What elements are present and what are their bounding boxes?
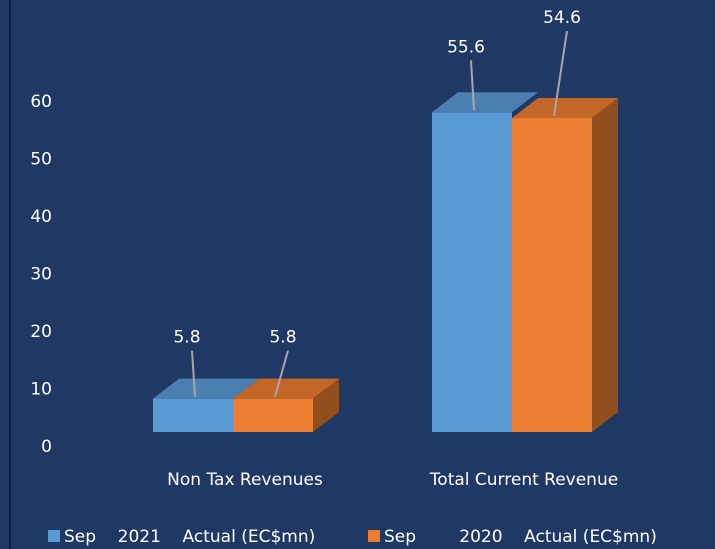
leader-line [274,350,289,397]
category-labels: Non Tax Revenues Total Current Revenue [167,470,618,490]
legend-label: Sep 2021 Actual (EC$mn) [64,527,315,547]
bar-front [432,112,512,433]
leader-line [470,60,475,111]
bar-front [233,398,313,432]
bar-front [512,118,592,433]
data-label: 54.6 [543,8,581,28]
bar-1-0 [432,92,538,433]
data-label: 55.6 [447,37,485,57]
bar-top [153,378,259,399]
legend-swatch [48,530,60,542]
bar-top [512,98,618,119]
y-tick-label: 50 [30,150,52,170]
legend-item-1: Sep 2020 Actual (EC$mn) [368,527,657,547]
bar-front [153,398,233,432]
y-axis: 0 10 20 30 40 50 60 [30,92,52,457]
bars [153,92,618,433]
y-tick-label: 10 [30,380,52,400]
y-tick-label: 0 [41,437,52,457]
leader-line [553,30,568,117]
legend-label: Sep 2020 Actual (EC$mn) [384,527,657,547]
y-tick-label: 40 [30,207,52,227]
data-label-0-0: 5.8 [173,328,201,397]
data-labels: 5.8 5.8 55.6 54.6 [173,8,581,397]
data-label-1-0: 55.6 [447,37,485,111]
category-label: Total Current Revenue [429,470,618,490]
category-label: Non Tax Revenues [167,470,323,490]
bar-side [313,378,339,432]
data-label: 5.8 [269,328,296,348]
leader-line [191,350,196,397]
y-tick-label: 60 [30,92,52,112]
legend-swatch [368,530,380,542]
bar-0-0 [153,378,259,432]
bar-side [592,98,618,433]
bar-top [432,92,538,113]
data-label-0-1: 5.8 [269,328,297,397]
y-tick-label: 20 [30,322,52,342]
y-tick-label: 30 [30,265,52,285]
legend-item-0: Sep 2021 Actual (EC$mn) [48,527,315,547]
legend: Sep 2021 Actual (EC$mn) Sep 2020 Actual (… [48,527,657,547]
bar-1-1 [512,98,618,433]
bar-top [233,378,339,399]
data-label-1-1: 54.6 [543,8,581,117]
data-label: 5.8 [173,328,200,348]
bar-0-1 [233,378,339,432]
